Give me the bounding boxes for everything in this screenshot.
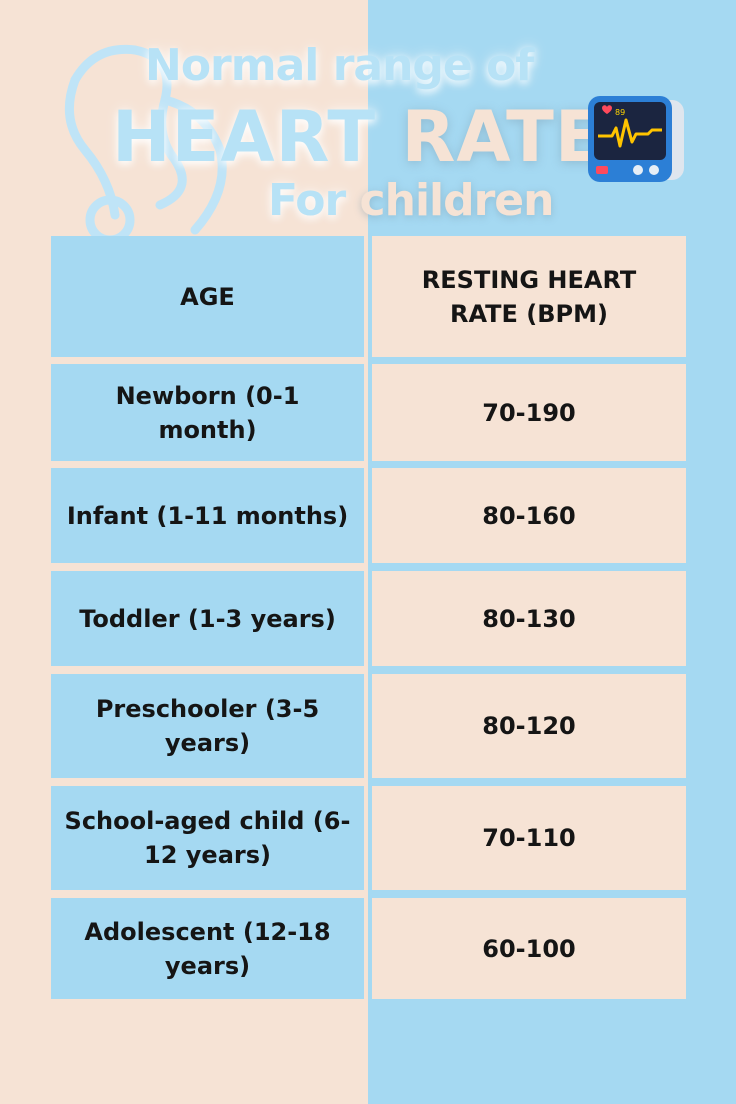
heart-monitor-icon: 89 (588, 96, 684, 182)
title-children: children (359, 175, 555, 226)
row-rate: 80-120 (372, 674, 686, 778)
row-age: Toddler (1-3 years) (51, 571, 364, 666)
row-rate: 70-190 (372, 364, 686, 461)
row-rate: 70-110 (372, 786, 686, 890)
title-line-1: Normal range of (145, 40, 534, 91)
title-rate: RATE (401, 96, 604, 178)
header-age: AGE (51, 236, 364, 357)
row-age: School-aged child (6-12 years) (51, 786, 364, 890)
title-block: Normal range of HEART RATE For children (0, 0, 736, 236)
monitor-bpm-readout: 89 (615, 108, 625, 117)
row-rate: 80-130 (372, 571, 686, 666)
title-line-2: HEART RATE (112, 96, 604, 178)
row-rate: 80-160 (372, 468, 686, 563)
title-line-3: For children (268, 175, 555, 226)
row-age: Adolescent (12-18 years) (51, 898, 364, 999)
row-age: Preschooler (3-5 years) (51, 674, 364, 778)
stethoscope-icon (64, 44, 227, 245)
row-rate: 60-100 (372, 898, 686, 999)
header-resting-heart-rate: RESTING HEART RATE (BPM) (372, 236, 686, 357)
title-heart: HEART (112, 96, 377, 178)
row-age: Newborn (0-1 month) (51, 364, 364, 461)
title-for: For (268, 175, 346, 226)
row-age: Infant (1-11 months) (51, 468, 364, 563)
